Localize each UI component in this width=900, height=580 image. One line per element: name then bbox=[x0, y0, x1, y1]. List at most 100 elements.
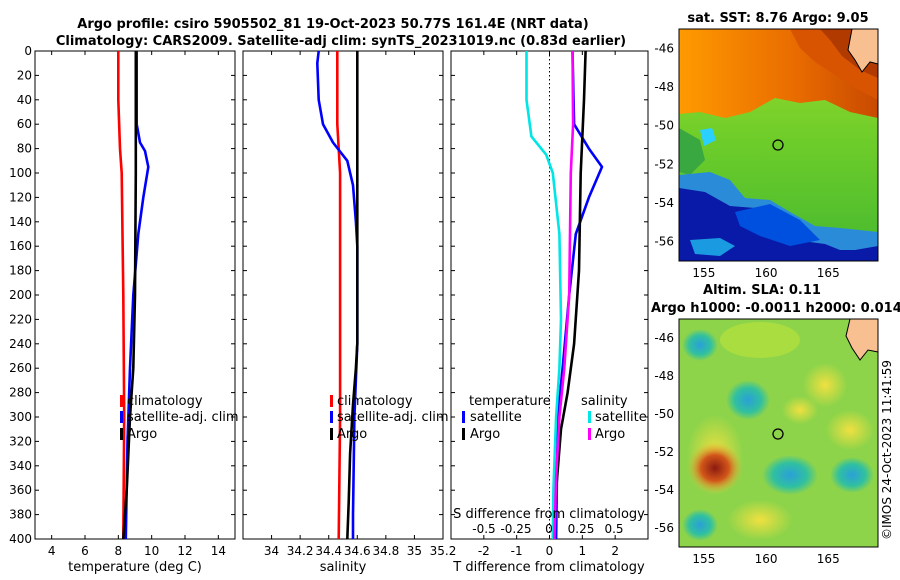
legend-swatch-argo bbox=[330, 428, 333, 440]
y-tick-label: 60 bbox=[17, 117, 32, 131]
sla-map-frame bbox=[678, 318, 879, 548]
sst-map-frame bbox=[678, 28, 879, 262]
temperature-legend: climatology satellite-adj. clim Argo bbox=[120, 394, 239, 442]
sst-argo-location-marker bbox=[772, 139, 784, 151]
y-tick-label: 380 bbox=[9, 508, 32, 522]
legend-swatch-satellite bbox=[120, 411, 123, 423]
map-y-tick-label: -50 bbox=[654, 119, 674, 133]
y-tick-label: 160 bbox=[9, 239, 32, 253]
y-tick-label: 340 bbox=[9, 459, 32, 473]
map-y-tick-label: -52 bbox=[654, 445, 674, 459]
top-tick-label: 0.5 bbox=[604, 522, 623, 536]
figure-title-line1: Argo profile: csiro 5905502_81 19-Oct-20… bbox=[77, 17, 588, 32]
top-tick-label: 0.25 bbox=[568, 522, 595, 536]
y-tick-label: 260 bbox=[9, 361, 32, 375]
y-tick-label: 80 bbox=[17, 142, 32, 156]
y-tick-label: 140 bbox=[9, 215, 32, 229]
map-y-tick-label: -56 bbox=[654, 521, 674, 535]
legend-swatch-climatology bbox=[330, 395, 333, 407]
series-line-salinity-satellite bbox=[525, 51, 563, 540]
legend-label-climatology: climatology bbox=[337, 394, 413, 409]
map-y-tick-label: -46 bbox=[654, 331, 674, 345]
series-line-satellite-adj-clim bbox=[315, 50, 359, 539]
x-tick-label: 8 bbox=[115, 544, 123, 558]
x-tick-label: 4 bbox=[48, 544, 56, 558]
legend-label-salinity-satellite: satellite bbox=[595, 410, 647, 425]
series-line-climatology bbox=[335, 51, 342, 540]
legend-swatch-salinity-argo bbox=[588, 428, 591, 440]
x-tick-label: 0 bbox=[546, 544, 554, 558]
legend-label-satellite: satellite-adj. clim bbox=[337, 410, 449, 425]
temperature-axis-label: temperature (deg C) bbox=[68, 560, 202, 575]
legend-label-argo: Argo bbox=[127, 427, 157, 442]
legend-swatch-temperature-satellite bbox=[462, 411, 465, 423]
legend-swatch-satellite bbox=[330, 411, 333, 423]
map-x-tick-label: 165 bbox=[817, 266, 840, 280]
map-y-tick-label: -46 bbox=[654, 41, 674, 55]
legend-swatch-climatology bbox=[120, 395, 123, 407]
y-tick-label: 360 bbox=[9, 483, 32, 497]
map-y-tick-label: -54 bbox=[654, 196, 674, 210]
x-tick-label: -2 bbox=[478, 544, 490, 558]
x-tick-label: 34.8 bbox=[372, 544, 399, 558]
x-tick-label: 35 bbox=[407, 544, 422, 558]
imos-watermark: ©IMOS 24-Oct-2023 11:41:59 bbox=[880, 360, 894, 540]
x-tick-label: 34.2 bbox=[287, 544, 314, 558]
legend-swatch-argo bbox=[120, 428, 123, 440]
x-tick-label: 34 bbox=[264, 544, 279, 558]
top-tick-label: -0.5 bbox=[472, 522, 495, 536]
legend-label-satellite: satellite-adj. clim bbox=[127, 410, 239, 425]
x-tick-label: 10 bbox=[144, 544, 159, 558]
map-y-tick-label: -48 bbox=[654, 80, 674, 94]
map-x-tick-label: 160 bbox=[755, 266, 778, 280]
x-tick-label: 6 bbox=[81, 544, 89, 558]
salinity-plot-frame bbox=[242, 50, 444, 540]
salinity-difference-axis-label: S difference from climatology bbox=[453, 507, 645, 522]
sst-map-image bbox=[679, 29, 878, 261]
salinity-axis-label: salinity bbox=[320, 560, 367, 575]
map-x-tick-label: 155 bbox=[692, 266, 715, 280]
y-tick-label: 20 bbox=[17, 68, 32, 82]
figure-title-line2: Climatology: CARS2009. Satellite-adj cli… bbox=[56, 34, 626, 49]
series-line-temperature-satellite bbox=[554, 50, 604, 540]
difference-axis-label: T difference from climatology bbox=[452, 560, 645, 575]
legend-title-salinity: salinity bbox=[581, 394, 628, 409]
legend-swatch-temperature-argo bbox=[462, 428, 465, 440]
top-tick-label: -0.25 bbox=[500, 522, 531, 536]
y-tick-label: 100 bbox=[9, 166, 32, 180]
series-line-satellite-adj-clim bbox=[124, 51, 150, 540]
legend-label-climatology: climatology bbox=[127, 394, 203, 409]
map-y-tick-label: -56 bbox=[654, 235, 674, 249]
x-tick-label: 35.2 bbox=[430, 544, 457, 558]
series-line-salinity-argo bbox=[553, 50, 575, 540]
salinity-legend: climatology satellite-adj. clim Argo bbox=[330, 394, 449, 442]
y-tick-label: 120 bbox=[9, 190, 32, 204]
y-tick-label: 180 bbox=[9, 264, 32, 278]
sla-map-title: Altim. SLA: 0.11 bbox=[703, 283, 821, 298]
y-tick-label: 320 bbox=[9, 434, 32, 448]
map-y-tick-label: -54 bbox=[654, 483, 674, 497]
axis-ticks: 4 6 8 10 12 140204060801001201401601802002202… bbox=[9, 41, 840, 566]
y-tick-label: 40 bbox=[17, 93, 32, 107]
map-x-tick-label: 155 bbox=[692, 552, 715, 566]
y-tick-label: 200 bbox=[9, 288, 32, 302]
legend-label-temperature-satellite: satellite bbox=[470, 410, 522, 425]
y-tick-label: 220 bbox=[9, 312, 32, 326]
legend-label-salinity-argo: Argo bbox=[595, 427, 625, 442]
y-tick-label: 240 bbox=[9, 337, 32, 351]
y-tick-label: 0 bbox=[24, 44, 32, 58]
series-line-climatology bbox=[117, 51, 126, 540]
x-tick-label: 1 bbox=[579, 544, 587, 558]
sla-argo-location-marker bbox=[772, 428, 784, 440]
x-tick-label: -1 bbox=[511, 544, 523, 558]
legend-title-temperature: temperature bbox=[469, 394, 551, 409]
series-line-argo bbox=[346, 51, 359, 540]
y-tick-label: 300 bbox=[9, 410, 32, 424]
y-tick-label: 280 bbox=[9, 386, 32, 400]
legend-label-argo: Argo bbox=[337, 427, 367, 442]
legend-label-temperature-argo: Argo bbox=[470, 427, 500, 442]
x-tick-label: 34.6 bbox=[344, 544, 371, 558]
sla-map-subtitle: Argo h1000: -0.0011 h2000: 0.014 bbox=[651, 301, 900, 316]
map-x-tick-label: 165 bbox=[817, 552, 840, 566]
